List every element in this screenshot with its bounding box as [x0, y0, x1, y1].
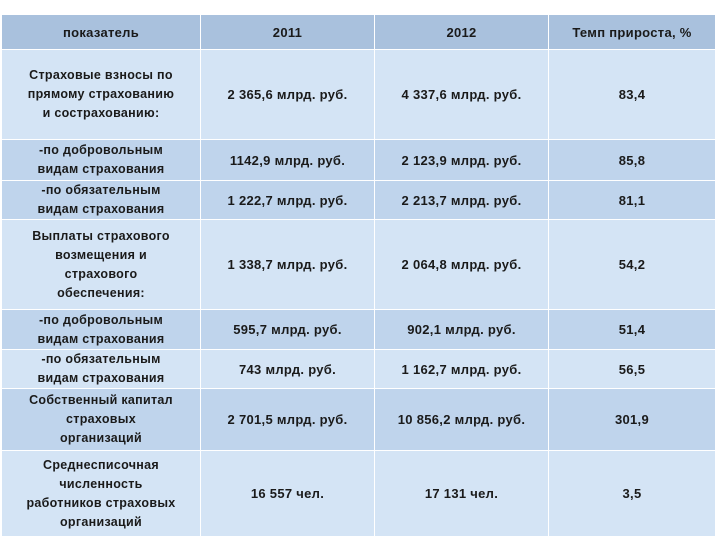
value-growth: 85,8 — [548, 139, 716, 181]
value-growth: 51,4 — [548, 309, 716, 350]
row-label: Страховые взносы по прямому страхованию … — [1, 49, 201, 140]
value-growth: 56,5 — [548, 349, 716, 389]
value-growth: 301,9 — [548, 388, 716, 451]
value-2011: 16 557 чел. — [200, 450, 375, 537]
value-2011: 2 701,5 млрд. руб. — [200, 388, 375, 451]
value-2012: 902,1 млрд. руб. — [374, 309, 549, 350]
table-row: Среднесписочная численность работников с… — [1, 450, 716, 537]
row-label: Среднесписочная численность работников с… — [1, 450, 201, 537]
row-label: -по добровольным видам страхования — [1, 309, 201, 350]
table-row: -по добровольным видам страхования 1142,… — [1, 139, 716, 181]
table-row: -по обязательным видам страхования 743 м… — [1, 349, 716, 389]
value-growth: 83,4 — [548, 49, 716, 140]
value-2011: 743 млрд. руб. — [200, 349, 375, 389]
value-2012: 2 064,8 млрд. руб. — [374, 219, 549, 310]
row-label: Выплаты страхового возмещения и страхово… — [1, 219, 201, 310]
value-growth: 54,2 — [548, 219, 716, 310]
value-2012: 2 123,9 млрд. руб. — [374, 139, 549, 181]
value-2011: 1142,9 млрд. руб. — [200, 139, 375, 181]
value-2012: 1 162,7 млрд. руб. — [374, 349, 549, 389]
table-row: Выплаты страхового возмещения и страхово… — [1, 219, 716, 310]
value-2011: 2 365,6 млрд. руб. — [200, 49, 375, 140]
value-2011: 595,7 млрд. руб. — [200, 309, 375, 350]
value-2012: 17 131 чел. — [374, 450, 549, 537]
header-2012: 2012 — [374, 14, 549, 50]
row-label: -по обязательным видам страхования — [1, 349, 201, 389]
table-header-row: показатель 2011 2012 Темп прироста, % — [1, 14, 716, 50]
table-row: -по обязательным видам страхования 1 222… — [1, 180, 716, 220]
table-row: Собственный капитал страховых организаци… — [1, 388, 716, 451]
value-2012: 10 856,2 млрд. руб. — [374, 388, 549, 451]
insurance-statistics-table: показатель 2011 2012 Темп прироста, % Ст… — [1, 14, 716, 537]
table-row: Страховые взносы по прямому страхованию … — [1, 49, 716, 140]
row-label: -по добровольным видам страхования — [1, 139, 201, 181]
data-table-wrapper: показатель 2011 2012 Темп прироста, % Ст… — [1, 14, 716, 537]
value-growth: 81,1 — [548, 180, 716, 220]
row-label: -по обязательным видам страхования — [1, 180, 201, 220]
row-label: Собственный капитал страховых организаци… — [1, 388, 201, 451]
table-row: -по добровольным видам страхования 595,7… — [1, 309, 716, 350]
value-2011: 1 222,7 млрд. руб. — [200, 180, 375, 220]
value-2012: 4 337,6 млрд. руб. — [374, 49, 549, 140]
header-indicator: показатель — [1, 14, 201, 50]
header-2011: 2011 — [200, 14, 375, 50]
header-growth-rate: Темп прироста, % — [548, 14, 716, 50]
value-2012: 2 213,7 млрд. руб. — [374, 180, 549, 220]
value-2011: 1 338,7 млрд. руб. — [200, 219, 375, 310]
value-growth: 3,5 — [548, 450, 716, 537]
